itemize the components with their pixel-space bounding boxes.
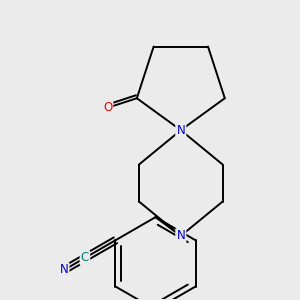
Text: N: N [176,230,185,242]
Text: N: N [176,124,185,137]
Text: O: O [103,101,112,114]
Text: C: C [81,251,89,264]
Text: N: N [60,263,68,277]
